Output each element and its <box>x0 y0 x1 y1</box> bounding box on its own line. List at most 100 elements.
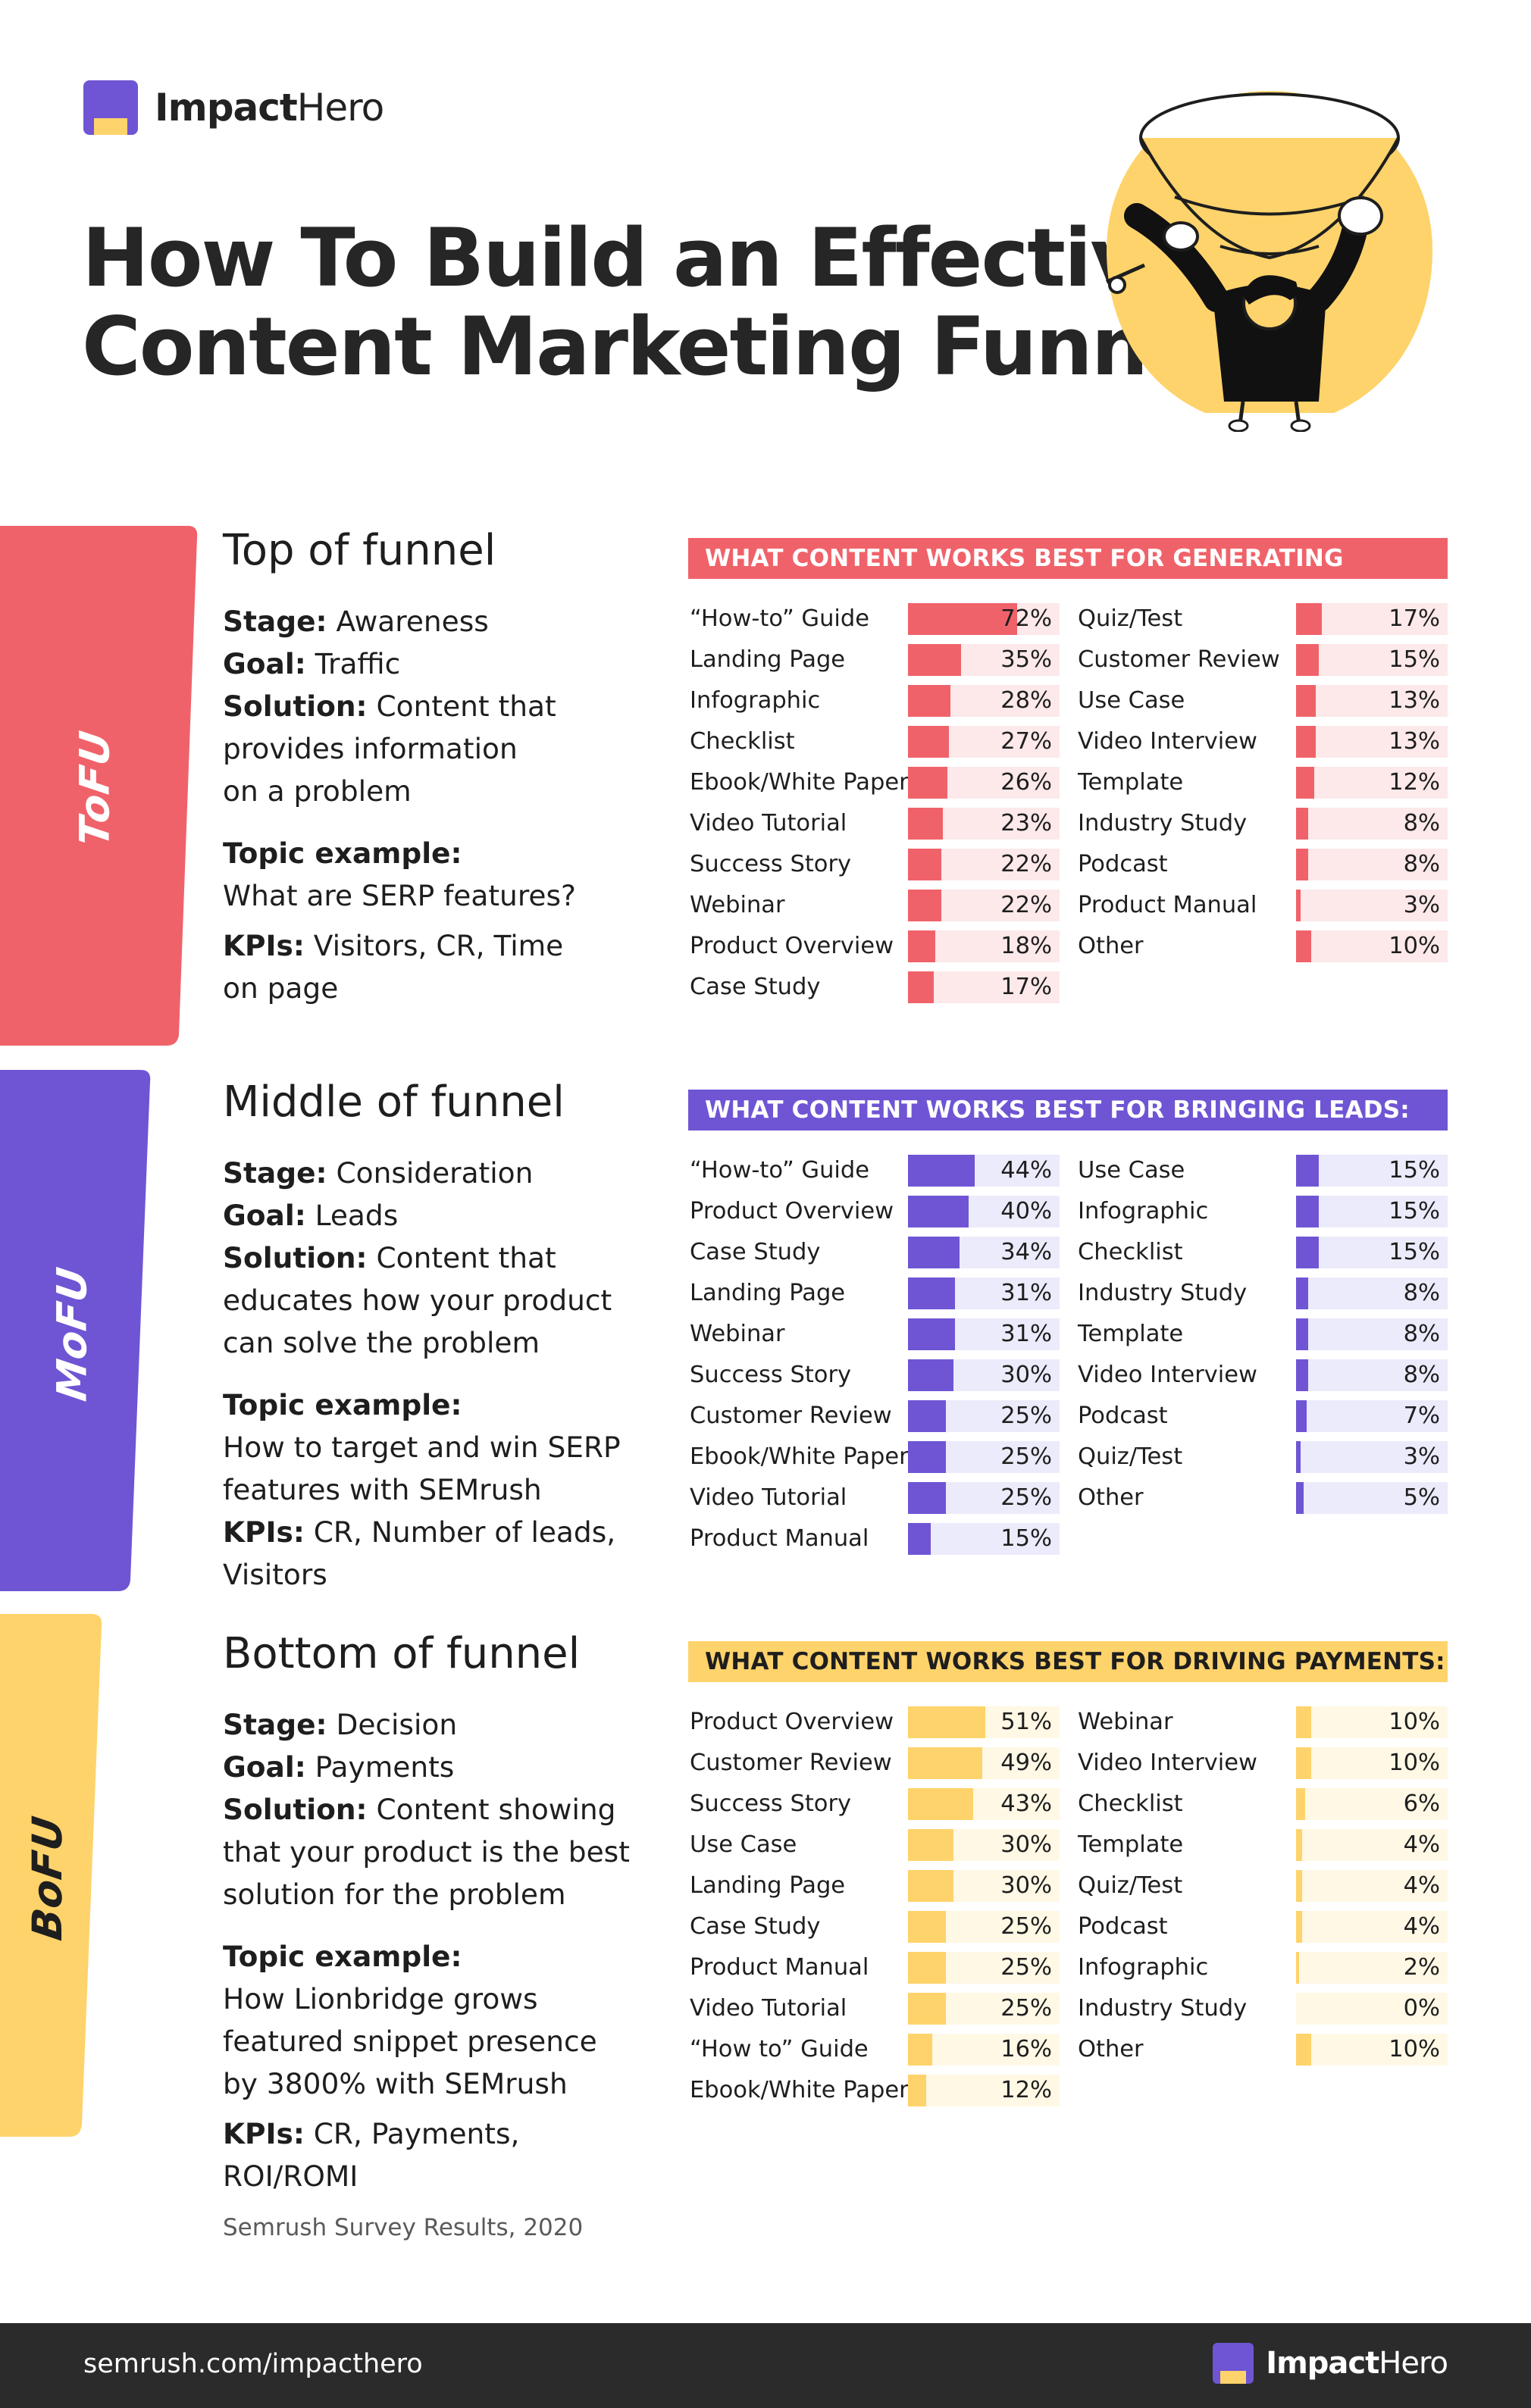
bar-track <box>1296 1155 1448 1187</box>
bar-value-label: 4% <box>1403 1913 1440 1940</box>
bar-label: Video Tutorial <box>690 810 847 837</box>
bar-track <box>1296 685 1448 717</box>
bar <box>1296 1829 1302 1861</box>
bar-row: Template 8% <box>1076 1318 1448 1350</box>
bar-value-label: 8% <box>1403 851 1440 877</box>
bar-value-label: 34% <box>1000 1239 1052 1265</box>
bar-track <box>1296 1993 1448 2025</box>
bar-value-label: 51% <box>1000 1709 1052 1735</box>
bar-label: Video Tutorial <box>690 1995 847 2022</box>
bar-label: Customer Review <box>690 1403 892 1429</box>
bar-label: “How to” Guide <box>690 2036 869 2062</box>
bar-label: Case Study <box>690 974 821 1000</box>
bar-value-label: 8% <box>1403 810 1440 837</box>
mofu-title: Middle of funnel <box>223 1077 565 1127</box>
bar-label: Ebook/White Paper <box>690 2077 909 2103</box>
bar-row: Infographic 28% <box>688 685 1060 717</box>
bar-row: Industry Study 0% <box>1076 1993 1448 2025</box>
bar-label: Product Overview <box>690 1709 894 1735</box>
impacthero-logo-icon <box>83 80 138 135</box>
bar <box>908 1400 946 1432</box>
bar-label: Video Interview <box>1078 1750 1257 1776</box>
bar-value-label: 0% <box>1403 1995 1440 2022</box>
leads-chart-panel: WHAT CONTENT WORKS BEST FOR BRINGING LEA… <box>688 1090 1448 1564</box>
bar-value-label: 72% <box>1000 605 1052 632</box>
bar-row: Infographic 2% <box>1076 1952 1448 1984</box>
page-title: How To Build an Effective Content Market… <box>82 211 1227 393</box>
bar <box>908 767 947 799</box>
bar-row: Case Study 34% <box>688 1237 1060 1268</box>
tofu-details: Stage: Awareness Goal: Traffic Solution:… <box>223 605 576 1005</box>
bar <box>908 890 941 921</box>
bar-track <box>1296 930 1448 962</box>
bar-row: Infographic 15% <box>1076 1196 1448 1227</box>
bar-label: Quiz/Test <box>1078 1443 1183 1470</box>
bar-value-label: 6% <box>1403 1790 1440 1817</box>
bar-value-label: 15% <box>1389 1198 1440 1224</box>
bar-track <box>1296 1237 1448 1268</box>
footer-url-link[interactable]: semrush.com/impacthero <box>83 2349 423 2379</box>
bar-label: Podcast <box>1078 1913 1168 1940</box>
bar-label: Template <box>1078 1321 1184 1347</box>
bar-row: Product Overview 40% <box>688 1196 1060 1227</box>
bar-label: Success Story <box>690 851 852 877</box>
bar-label: Product Manual <box>1078 892 1257 918</box>
bar <box>908 849 941 880</box>
bar-value-label: 17% <box>1000 974 1052 1000</box>
tofu-band <box>0 526 198 1046</box>
bar-label: Use Case <box>1078 687 1185 714</box>
mofu-band-label-wrap: MoFU <box>0 1068 144 1599</box>
bar-row: Landing Page 30% <box>688 1870 1060 1902</box>
bar-label: Industry Study <box>1078 1995 1248 2022</box>
bar <box>1296 1706 1311 1738</box>
bofu-band <box>0 1614 102 2137</box>
bar-label: “How-to” Guide <box>690 1157 870 1184</box>
bar-row: Webinar 22% <box>688 890 1060 921</box>
bar <box>908 2075 926 2106</box>
bar-value-label: 25% <box>1000 1954 1052 1981</box>
brand-logo: ImpactHero <box>83 80 384 135</box>
bar-value-label: 15% <box>1389 646 1440 673</box>
bar-label: Product Overview <box>690 933 894 959</box>
bar-row: Case Study 25% <box>688 1911 1060 1943</box>
leads-chart: “How-to” Guide 44% Product Overview 40% Case… <box>688 1131 1448 1564</box>
bar-label: Other <box>1078 933 1144 959</box>
impacthero-logo-icon <box>1213 2343 1254 2384</box>
bar-row: Use Case 13% <box>1076 685 1448 717</box>
bar-row: Template 4% <box>1076 1829 1448 1861</box>
bar-label: Industry Study <box>1078 1280 1248 1306</box>
bar-track <box>1296 890 1448 921</box>
bar-value-label: 2% <box>1403 1954 1440 1981</box>
bar-label: Webinar <box>690 1321 785 1347</box>
tofu-band-label-wrap: ToFU <box>0 523 189 1053</box>
footer: semrush.com/impacthero ImpactHero <box>0 2323 1531 2408</box>
bar <box>908 1196 969 1227</box>
bar-row: Success Story 43% <box>688 1788 1060 1820</box>
bar-label: Customer Review <box>1078 646 1280 673</box>
bar-row: Industry Study 8% <box>1076 808 1448 840</box>
brand-name: ImpactHero <box>155 86 384 130</box>
bar-value-label: 15% <box>1000 1525 1052 1552</box>
bar-label: Case Study <box>690 1913 821 1940</box>
bar <box>1296 1747 1311 1779</box>
traffic-chart: “How-to” Guide 72% Landing Page 35% Infograp… <box>688 579 1448 1012</box>
bar-row: Landing Page 35% <box>688 644 1060 676</box>
bar-row: Ebook/White Paper 26% <box>688 767 1060 799</box>
bar-row: Checklist 15% <box>1076 1237 1448 1268</box>
bar-label: Customer Review <box>690 1750 892 1776</box>
bar <box>1296 1318 1308 1350</box>
bar-value-label: 13% <box>1389 687 1440 714</box>
bar-label: Use Case <box>690 1831 797 1858</box>
bar <box>1296 1277 1308 1309</box>
bar-row: Checklist 27% <box>688 726 1060 758</box>
traffic-chart-title: WHAT CONTENT WORKS BEST FOR GENERATING T… <box>688 538 1448 613</box>
bar-track <box>1296 1747 1448 1779</box>
bar-row: Other 10% <box>1076 930 1448 962</box>
bar-value-label: 16% <box>1000 2036 1052 2062</box>
bar <box>1296 1911 1302 1943</box>
bar <box>1296 726 1316 758</box>
bar-label: Template <box>1078 769 1184 796</box>
bar <box>1296 808 1308 840</box>
bofu-title: Bottom of funnel <box>223 1629 581 1678</box>
bar-value-label: 10% <box>1389 1709 1440 1735</box>
